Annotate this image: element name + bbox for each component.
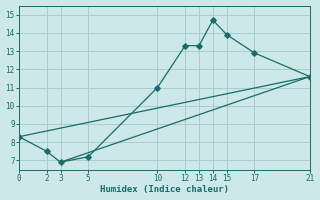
X-axis label: Humidex (Indice chaleur): Humidex (Indice chaleur) (100, 185, 229, 194)
